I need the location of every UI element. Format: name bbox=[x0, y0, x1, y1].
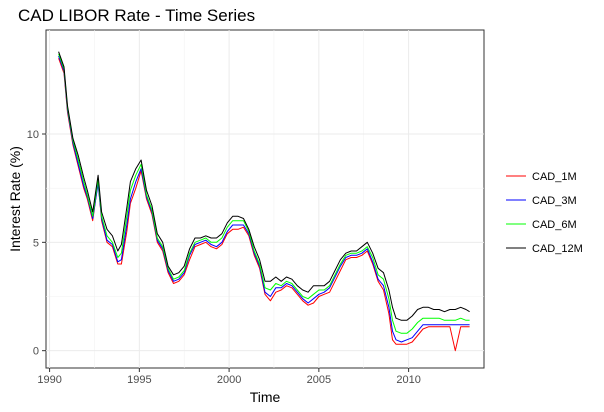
x-tick-label: 2005 bbox=[307, 374, 331, 386]
legend-label-cad-3m: CAD_3M bbox=[532, 195, 577, 207]
y-axis-title: Interest Rate (%) bbox=[7, 146, 23, 252]
y-tick-label: 5 bbox=[33, 237, 39, 249]
series-line-cad-3m bbox=[58, 55, 470, 343]
legend-label-cad-6m: CAD_6M bbox=[532, 219, 577, 231]
grid-lines bbox=[46, 30, 484, 368]
x-tick-label: 2000 bbox=[217, 374, 241, 386]
chart-title: CAD LIBOR Rate - Time Series bbox=[18, 6, 256, 25]
x-tick-label: 1990 bbox=[37, 374, 61, 386]
legend-label-cad-1m: CAD_1M bbox=[532, 171, 577, 183]
series-line-cad-12m bbox=[58, 51, 470, 321]
legend-label-cad-12m: CAD_12M bbox=[532, 243, 583, 255]
plot-background bbox=[45, 29, 485, 369]
x-axis-title: Time bbox=[250, 389, 281, 405]
axis-ticks: 1990 1995 2000 2005 2010 0 5 10 bbox=[27, 129, 421, 386]
series-layer bbox=[58, 51, 470, 352]
y-tick-label: 10 bbox=[27, 129, 39, 141]
y-tick-label: 0 bbox=[33, 346, 39, 358]
legend: CAD_1M CAD_3M CAD_6M CAD_12M bbox=[506, 171, 583, 255]
x-tick-label: 2010 bbox=[396, 374, 420, 386]
series-line-cad-6m bbox=[58, 53, 470, 334]
x-tick-label: 1995 bbox=[127, 374, 151, 386]
